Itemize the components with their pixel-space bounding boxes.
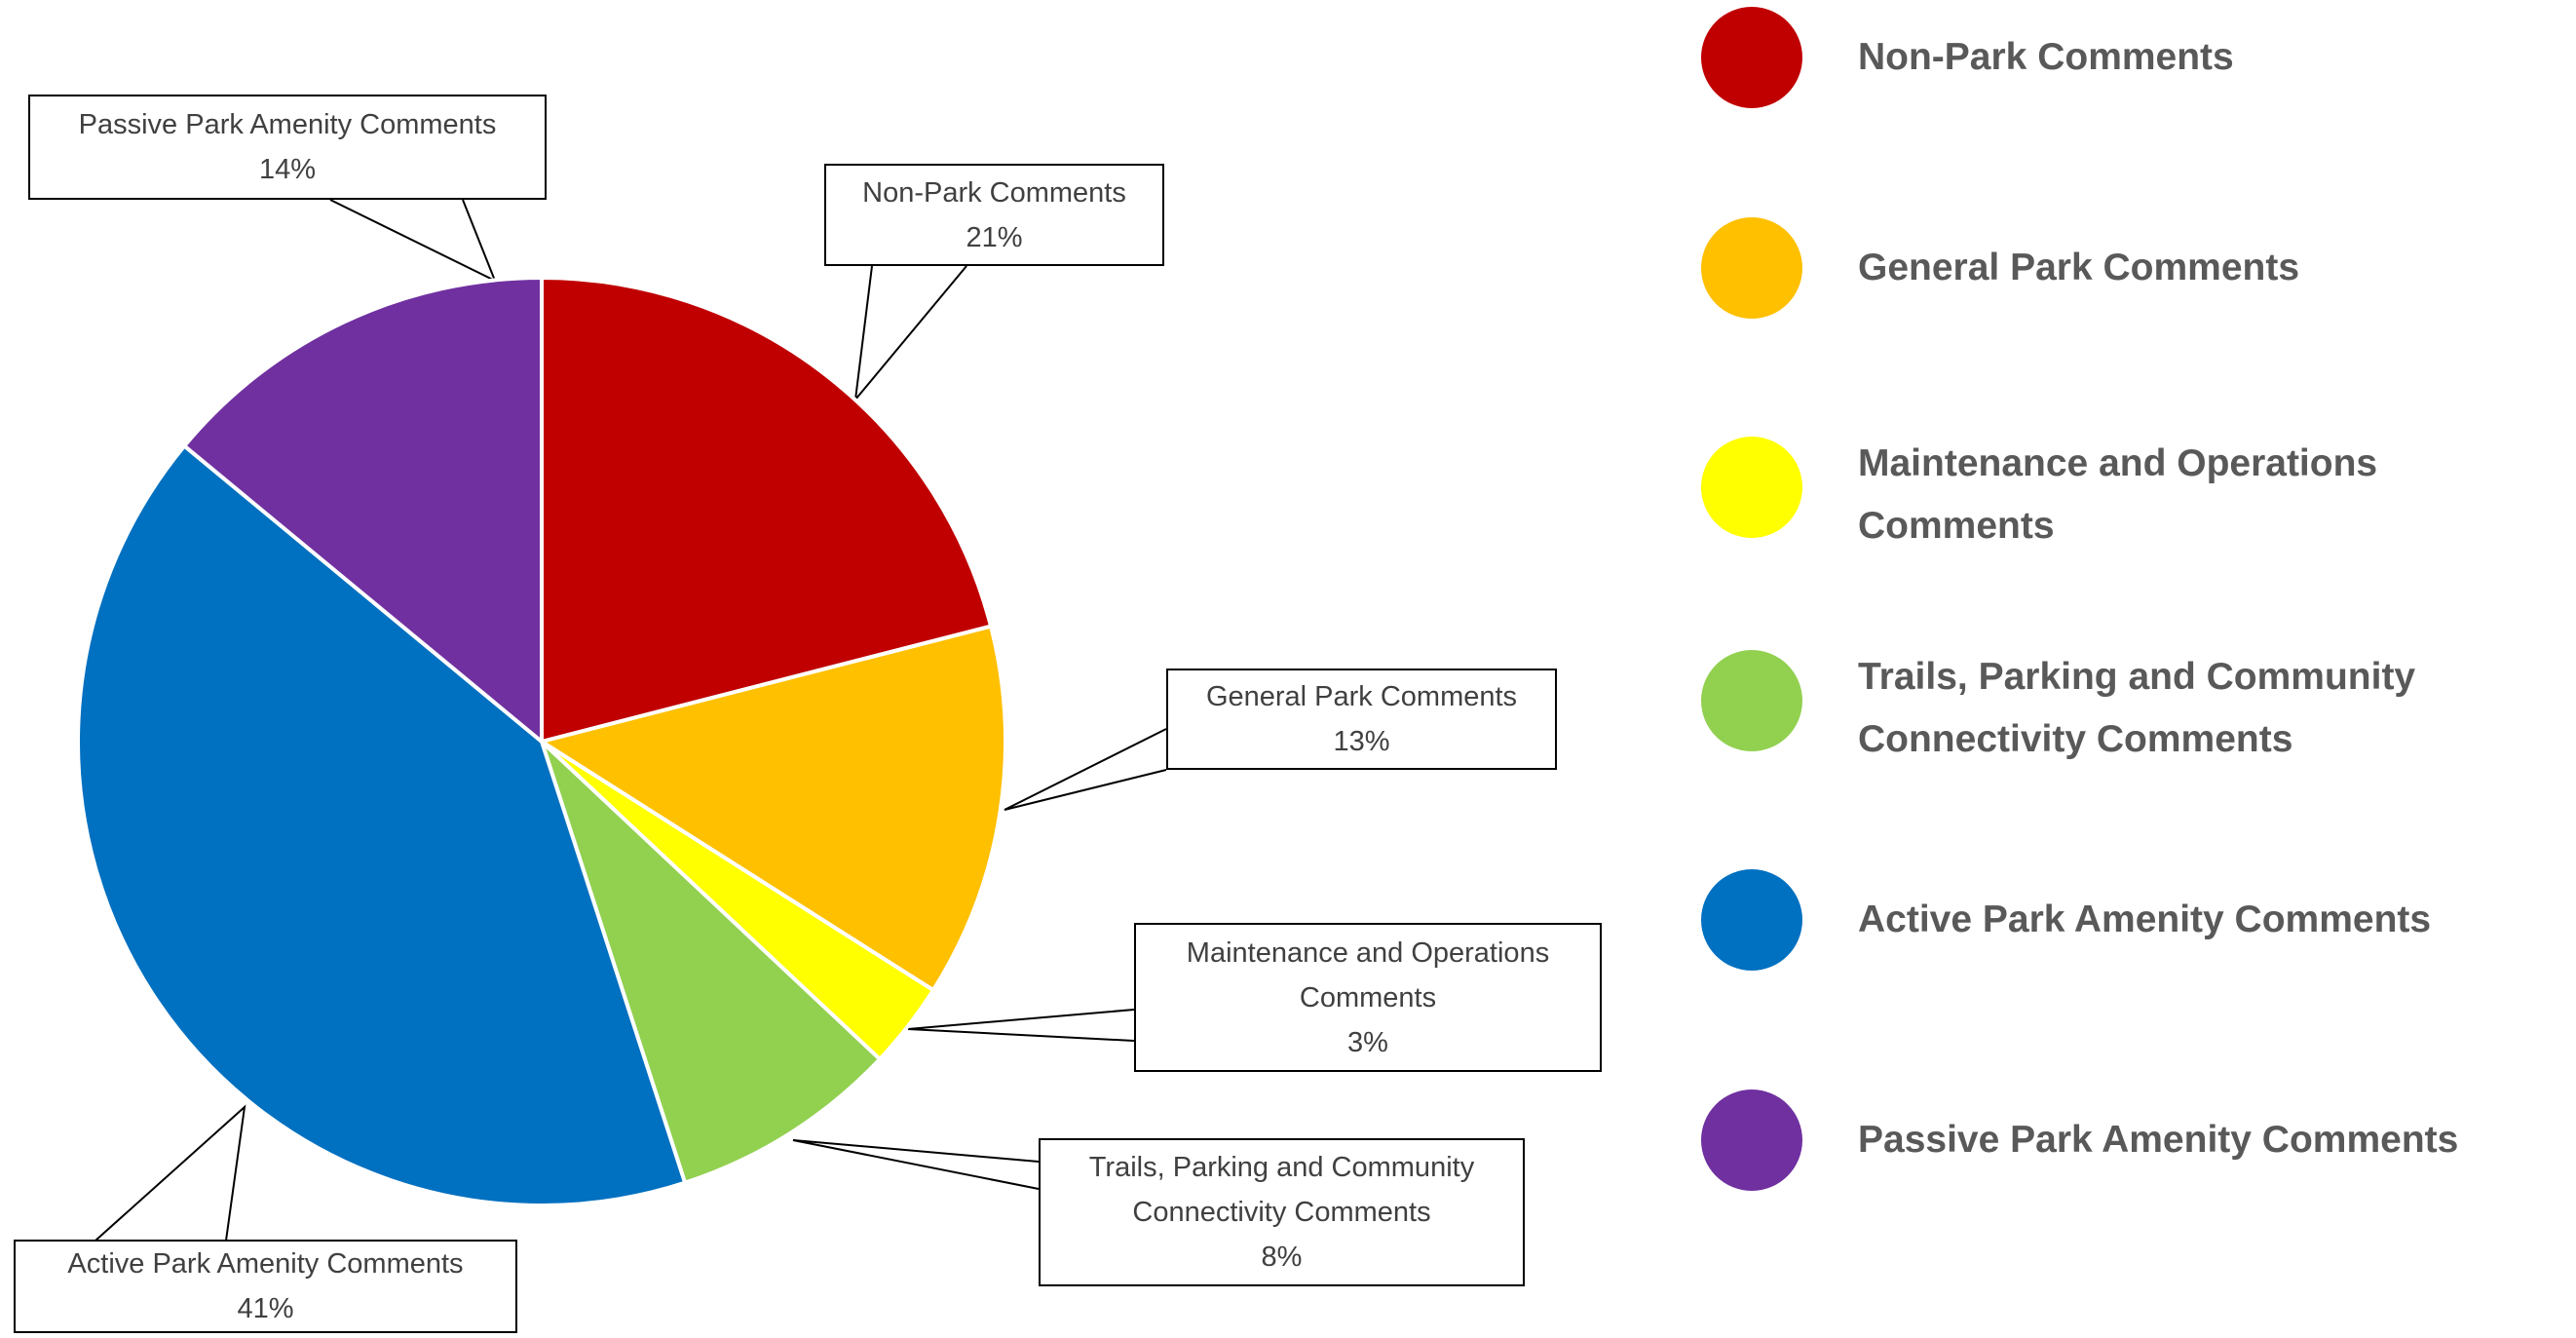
pie-slice <box>540 740 883 1186</box>
leader-line <box>853 265 967 403</box>
legend-swatch <box>1701 650 1802 751</box>
data-label: Maintenance and Operations Comments 3% <box>1134 923 1602 1072</box>
data-label-value: 14% <box>258 154 317 185</box>
data-label-category: Maintenance and Operations Comments <box>1186 937 1550 1013</box>
data-label: General Park Comments 13% <box>1166 669 1557 770</box>
leader-line <box>329 199 497 284</box>
data-label-category: Trails, Parking and Community Connectivi… <box>1088 1152 1475 1228</box>
pie-slice <box>537 624 1007 993</box>
legend-label: Passive Park Amenity Comments <box>1858 1119 2459 1161</box>
data-label: Non-Park Comments 21% <box>824 164 1164 266</box>
data-label: Passive Park Amenity Comments 14% <box>28 95 547 200</box>
data-label-category: Non-Park Comments <box>862 176 1126 209</box>
legend-swatch <box>1701 1090 1802 1191</box>
slices <box>76 275 1007 1207</box>
legend <box>1701 7 1802 1191</box>
leader-line <box>907 1009 1135 1042</box>
leader-line <box>95 1104 246 1242</box>
data-label-value: 8% <box>1261 1242 1303 1273</box>
data-label-value: 21% <box>966 221 1023 253</box>
data-label: Active Park Amenity Comments 41% <box>14 1240 517 1333</box>
data-label: Trails, Parking and Community Connectivi… <box>1039 1138 1525 1286</box>
data-label-category: Passive Park Amenity Comments <box>78 109 497 140</box>
data-label-category: General Park Comments <box>1205 681 1518 712</box>
legend-swatch <box>1701 7 1802 108</box>
data-label-value: 3% <box>1347 1026 1388 1058</box>
legend-label: Trails, Parking and Community Connectivi… <box>1858 656 2416 760</box>
data-label-value: 41% <box>237 1293 294 1324</box>
leader-lines <box>95 199 1167 1242</box>
legend-swatch <box>1701 437 1802 538</box>
data-label-value: 13% <box>1333 726 1390 757</box>
legend-label: General Park Comments <box>1858 247 2300 288</box>
legend-label: Non-Park Comments <box>1858 36 2234 78</box>
data-label-category: Active Park Amenity Comments <box>67 1248 464 1280</box>
legend-swatch <box>1701 869 1802 971</box>
legend-label: Active Park Amenity Comments <box>1858 898 2432 940</box>
pie-slice <box>76 442 688 1207</box>
leader-line <box>1004 728 1167 811</box>
legend-label: Maintenance and Operations Comments <box>1858 442 2378 547</box>
leader-line <box>792 1139 1040 1190</box>
legend-swatch <box>1701 217 1802 319</box>
pie-slice <box>540 275 994 745</box>
pie-slice <box>181 275 544 746</box>
